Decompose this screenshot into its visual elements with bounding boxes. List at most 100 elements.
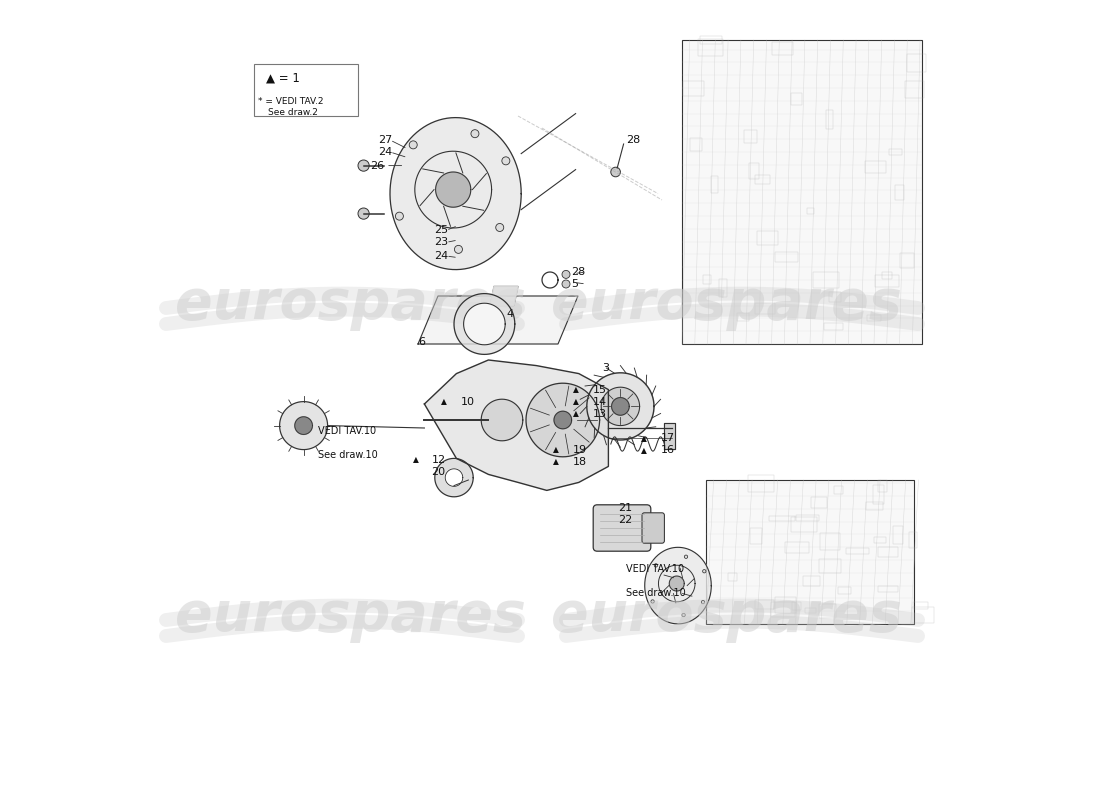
Text: 17: 17 xyxy=(660,434,674,443)
Circle shape xyxy=(409,141,417,149)
Text: ▲: ▲ xyxy=(553,445,559,454)
Text: 16: 16 xyxy=(660,446,674,455)
Text: See draw.10: See draw.10 xyxy=(318,450,377,459)
Text: 24: 24 xyxy=(434,251,449,261)
Bar xyxy=(874,274,899,287)
Text: 3: 3 xyxy=(602,363,609,373)
Bar xyxy=(744,130,757,142)
Bar xyxy=(838,587,850,594)
Bar xyxy=(727,573,737,581)
Bar xyxy=(791,517,817,532)
Circle shape xyxy=(654,564,658,567)
Text: 26: 26 xyxy=(370,161,384,170)
Circle shape xyxy=(454,246,462,254)
Bar xyxy=(805,608,816,613)
Polygon shape xyxy=(295,417,312,434)
Text: 28: 28 xyxy=(626,135,640,145)
Bar xyxy=(820,558,840,573)
Circle shape xyxy=(703,570,706,573)
Bar xyxy=(703,275,711,285)
Bar xyxy=(872,485,884,504)
Circle shape xyxy=(702,601,705,604)
Text: ▲: ▲ xyxy=(412,455,418,465)
Bar xyxy=(909,532,917,549)
Text: VEDI TAV.10: VEDI TAV.10 xyxy=(626,564,684,574)
Polygon shape xyxy=(554,411,572,429)
Bar xyxy=(690,138,702,150)
Text: ▲: ▲ xyxy=(441,397,448,406)
Text: eurospares: eurospares xyxy=(175,277,526,331)
Circle shape xyxy=(651,600,654,603)
Bar xyxy=(874,537,887,542)
Bar xyxy=(755,175,770,185)
Bar xyxy=(913,602,927,609)
Text: 4: 4 xyxy=(506,310,513,319)
Bar xyxy=(803,576,821,586)
Bar xyxy=(878,480,888,492)
FancyBboxPatch shape xyxy=(593,505,651,551)
Bar xyxy=(776,251,799,262)
Text: 24: 24 xyxy=(378,147,393,157)
Text: 21: 21 xyxy=(618,503,632,513)
Bar xyxy=(769,515,795,521)
Polygon shape xyxy=(436,172,471,207)
Polygon shape xyxy=(390,118,521,270)
Bar xyxy=(749,162,759,179)
Text: 14: 14 xyxy=(593,397,606,406)
Polygon shape xyxy=(490,286,518,306)
Bar xyxy=(712,175,718,194)
Bar xyxy=(796,515,820,521)
Bar xyxy=(900,253,914,268)
Text: 6: 6 xyxy=(418,338,425,347)
Text: 12: 12 xyxy=(431,455,446,465)
Bar xyxy=(912,607,934,623)
Polygon shape xyxy=(526,383,600,457)
Polygon shape xyxy=(279,402,328,450)
Bar xyxy=(792,93,802,106)
Polygon shape xyxy=(669,576,684,591)
Polygon shape xyxy=(434,458,473,497)
Polygon shape xyxy=(454,294,515,354)
Bar xyxy=(755,303,775,314)
Text: 10: 10 xyxy=(461,397,474,406)
Bar xyxy=(826,110,833,129)
Text: 27: 27 xyxy=(378,135,393,145)
Text: ▲: ▲ xyxy=(641,446,647,455)
Text: 25: 25 xyxy=(434,226,448,235)
Polygon shape xyxy=(481,399,522,441)
Bar xyxy=(719,279,727,297)
Polygon shape xyxy=(463,303,505,345)
Bar xyxy=(697,39,724,55)
Text: 23: 23 xyxy=(434,238,448,247)
Bar xyxy=(818,604,836,618)
Circle shape xyxy=(562,280,570,288)
Circle shape xyxy=(502,157,510,165)
Bar xyxy=(878,547,899,557)
Text: ▲: ▲ xyxy=(573,409,580,418)
Bar xyxy=(824,322,843,330)
Polygon shape xyxy=(418,296,578,344)
Polygon shape xyxy=(612,398,629,415)
Bar xyxy=(784,542,810,553)
Bar xyxy=(706,480,914,624)
Text: See draw.2: See draw.2 xyxy=(268,108,318,118)
Circle shape xyxy=(395,212,404,220)
Bar xyxy=(776,598,796,613)
Bar xyxy=(865,162,887,174)
FancyBboxPatch shape xyxy=(642,513,664,543)
Polygon shape xyxy=(425,360,608,490)
Text: ▲: ▲ xyxy=(573,397,580,406)
Text: 28: 28 xyxy=(572,267,586,277)
Bar xyxy=(895,186,904,201)
Polygon shape xyxy=(664,423,674,449)
Polygon shape xyxy=(586,373,654,440)
Bar xyxy=(812,497,827,508)
Bar xyxy=(772,42,793,55)
Bar xyxy=(882,272,892,279)
Circle shape xyxy=(358,160,370,171)
Bar xyxy=(834,486,843,494)
Text: 15: 15 xyxy=(593,385,606,394)
Circle shape xyxy=(562,270,570,278)
Bar xyxy=(866,502,883,510)
Bar xyxy=(748,475,773,492)
